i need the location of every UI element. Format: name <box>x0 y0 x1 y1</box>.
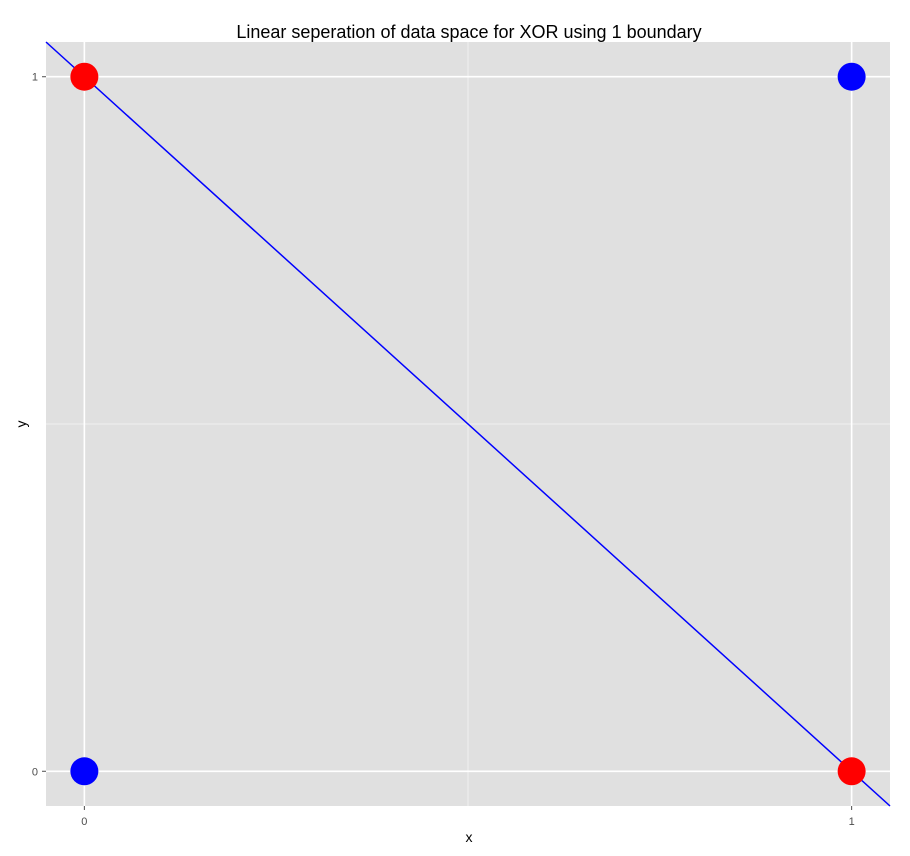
y-tick-label: 1 <box>32 72 38 84</box>
data-point-blue <box>837 62 866 91</box>
x-tick-label: 1 <box>849 816 855 828</box>
y-axis-ticks: 01 <box>32 72 46 778</box>
chart-title: Linear seperation of data space for XOR … <box>236 22 701 42</box>
data-point-red <box>70 62 99 91</box>
x-axis-title: x <box>466 829 473 845</box>
x-tick-label: 0 <box>81 816 87 828</box>
data-points <box>70 62 866 786</box>
y-tick-label: 0 <box>32 766 38 778</box>
data-point-red <box>837 757 866 786</box>
boundary-line <box>45 41 891 807</box>
data-point-blue <box>70 757 99 786</box>
boundary-layer <box>45 41 891 807</box>
y-axis-title: y <box>13 421 29 428</box>
